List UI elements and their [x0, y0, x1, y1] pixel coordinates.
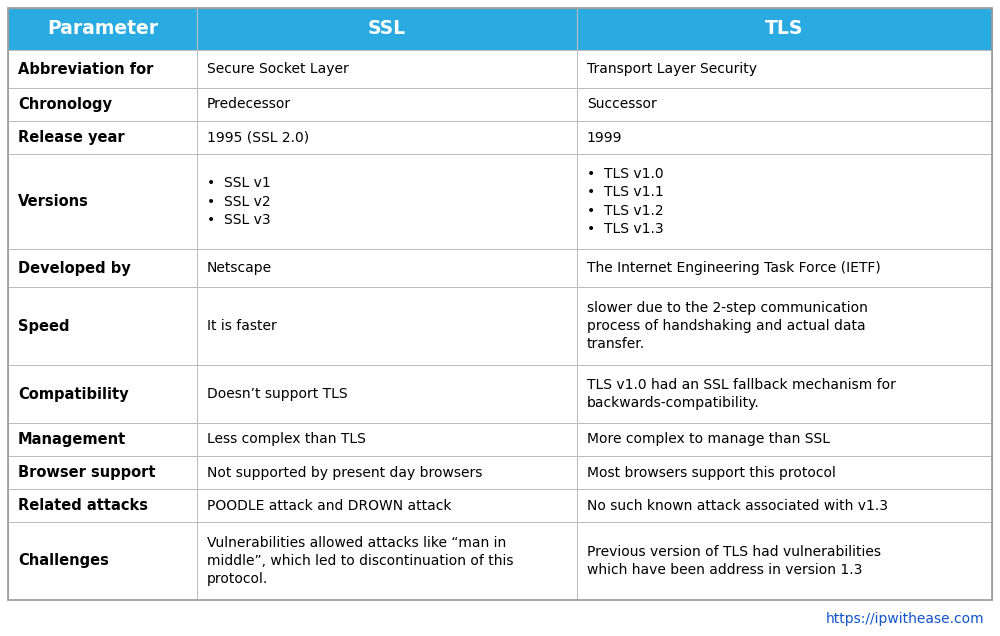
Bar	[8, 50, 197, 88]
Bar	[197, 423, 577, 456]
Text: Doesn’t support TLS: Doesn’t support TLS	[207, 387, 348, 401]
Text: 1995 (SSL 2.0): 1995 (SSL 2.0)	[207, 130, 309, 144]
Text: Parameter: Parameter	[47, 20, 158, 39]
Text: Chronology: Chronology	[18, 97, 112, 112]
Text: Developed by: Developed by	[18, 261, 131, 275]
Text: It is faster: It is faster	[207, 319, 277, 333]
Bar	[197, 121, 577, 154]
Text: More complex to manage than SSL: More complex to manage than SSL	[587, 432, 830, 446]
Bar	[577, 423, 992, 456]
Text: Successor: Successor	[587, 97, 657, 111]
Bar	[197, 522, 577, 600]
Bar	[8, 287, 197, 365]
Bar	[8, 88, 197, 121]
Text: ipwithease.com: ipwithease.com	[259, 158, 741, 450]
Text: Versions: Versions	[18, 194, 89, 209]
Bar	[577, 522, 992, 600]
Bar	[577, 489, 992, 522]
Bar	[8, 423, 197, 456]
Bar	[197, 8, 577, 50]
Bar	[577, 121, 992, 154]
Bar	[197, 365, 577, 423]
Text: 1999: 1999	[587, 130, 622, 144]
Text: SSL: SSL	[368, 20, 406, 39]
Bar	[8, 489, 197, 522]
Bar	[8, 600, 992, 636]
Text: •  TLS v1.0
•  TLS v1.1
•  TLS v1.2
•  TLS v1.3: • TLS v1.0 • TLS v1.1 • TLS v1.2 • TLS v…	[587, 167, 664, 236]
Bar	[8, 121, 197, 154]
Text: Most browsers support this protocol: Most browsers support this protocol	[587, 466, 836, 480]
Text: Not supported by present day browsers: Not supported by present day browsers	[207, 466, 482, 480]
Bar	[197, 50, 577, 88]
Text: POODLE attack and DROWN attack: POODLE attack and DROWN attack	[207, 499, 451, 513]
Text: TLS v1.0 had an SSL fallback mechanism for
backwards-compatibility.: TLS v1.0 had an SSL fallback mechanism f…	[587, 378, 896, 410]
Bar	[8, 8, 197, 50]
Bar	[577, 8, 992, 50]
Bar	[8, 154, 197, 249]
Text: Predecessor: Predecessor	[207, 97, 291, 111]
Bar	[8, 456, 197, 489]
Bar	[197, 249, 577, 287]
Text: Netscape: Netscape	[207, 261, 272, 275]
Text: Previous version of TLS had vulnerabilities
which have been address in version 1: Previous version of TLS had vulnerabilit…	[587, 545, 881, 577]
Text: No such known attack associated with v1.3: No such known attack associated with v1.…	[587, 499, 888, 513]
Bar	[577, 88, 992, 121]
Bar	[8, 249, 197, 287]
Bar	[8, 365, 197, 423]
Bar	[577, 154, 992, 249]
Text: Abbreviation for: Abbreviation for	[18, 62, 153, 76]
Bar	[577, 249, 992, 287]
Bar	[197, 287, 577, 365]
Bar	[197, 456, 577, 489]
Bar	[577, 456, 992, 489]
Text: The Internet Engineering Task Force (IETF): The Internet Engineering Task Force (IET…	[587, 261, 881, 275]
Text: Less complex than TLS: Less complex than TLS	[207, 432, 366, 446]
Text: TLS: TLS	[765, 20, 804, 39]
Text: Related attacks: Related attacks	[18, 498, 148, 513]
Bar	[197, 154, 577, 249]
Bar	[8, 522, 197, 600]
Text: •  SSL v1
•  SSL v2
•  SSL v3: • SSL v1 • SSL v2 • SSL v3	[207, 176, 271, 227]
Text: Compatibility: Compatibility	[18, 387, 129, 401]
Text: Browser support: Browser support	[18, 465, 156, 480]
Text: Secure Socket Layer: Secure Socket Layer	[207, 62, 349, 76]
Text: Challenges: Challenges	[18, 553, 109, 569]
Text: Speed: Speed	[18, 319, 70, 333]
Bar	[577, 287, 992, 365]
Bar	[197, 489, 577, 522]
Bar	[577, 365, 992, 423]
Text: Management: Management	[18, 432, 126, 447]
Text: Vulnerabilities allowed attacks like “man in
middle”, which led to discontinuati: Vulnerabilities allowed attacks like “ma…	[207, 536, 513, 586]
Text: slower due to the 2-step communication
process of handshaking and actual data
tr: slower due to the 2-step communication p…	[587, 301, 868, 352]
Bar	[197, 88, 577, 121]
Text: https://ipwithease.com: https://ipwithease.com	[825, 612, 984, 626]
Bar	[577, 50, 992, 88]
Text: Release year: Release year	[18, 130, 125, 145]
Text: Transport Layer Security: Transport Layer Security	[587, 62, 757, 76]
